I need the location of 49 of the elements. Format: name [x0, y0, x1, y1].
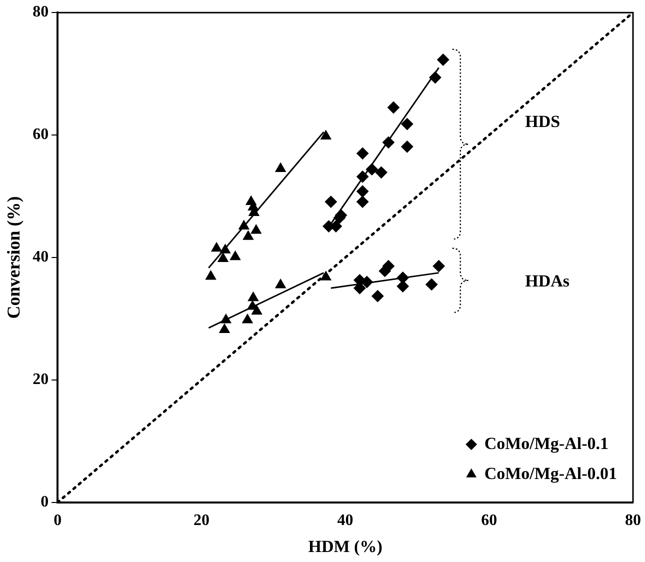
x-tick-label: 60 [481, 512, 498, 530]
point [248, 292, 258, 302]
point [275, 162, 286, 172]
x-tick-label: 40 [337, 512, 354, 530]
point [324, 196, 337, 208]
point [401, 140, 414, 153]
y-tick-label: 0 [40, 494, 49, 511]
point [230, 250, 241, 260]
y-tick-label: 40 [32, 248, 49, 266]
point [356, 170, 369, 183]
point [382, 136, 394, 148]
y-axis-title: Conversion (%) [3, 196, 24, 319]
point [220, 244, 230, 254]
point [356, 147, 369, 160]
annotation: HDAs [525, 271, 570, 290]
point [372, 290, 384, 302]
point [401, 118, 414, 130]
legend-label: CoMo/Mg-Al-0.01 [484, 464, 618, 483]
point [242, 230, 254, 240]
point [211, 242, 222, 252]
point [426, 278, 438, 290]
point [356, 185, 369, 198]
point [320, 130, 332, 140]
point [432, 260, 445, 272]
y-tick-label: 80 [32, 4, 49, 21]
y-tick-label: 20 [32, 371, 49, 388]
point [437, 54, 450, 66]
point [275, 279, 286, 288]
x-tick-label: 0 [54, 512, 62, 530]
point [356, 196, 369, 208]
point [366, 163, 378, 176]
point [429, 72, 442, 84]
y-tick-label: 60 [32, 126, 49, 144]
point [206, 270, 216, 280]
point [320, 271, 332, 280]
point [238, 220, 250, 230]
point [375, 166, 388, 178]
annotation: HDS [525, 112, 560, 132]
point [219, 324, 230, 333]
point [220, 314, 232, 324]
point [250, 224, 262, 234]
point [252, 305, 262, 315]
x-tick-label: 20 [193, 512, 210, 530]
x-tick-label: 80 [625, 512, 641, 530]
point [387, 102, 400, 114]
legend-label: CoMo/Mg-Al-0.1 [484, 434, 609, 453]
x-axis-title: HDM (%) [308, 537, 382, 556]
point [242, 314, 253, 324]
point [218, 252, 228, 262]
